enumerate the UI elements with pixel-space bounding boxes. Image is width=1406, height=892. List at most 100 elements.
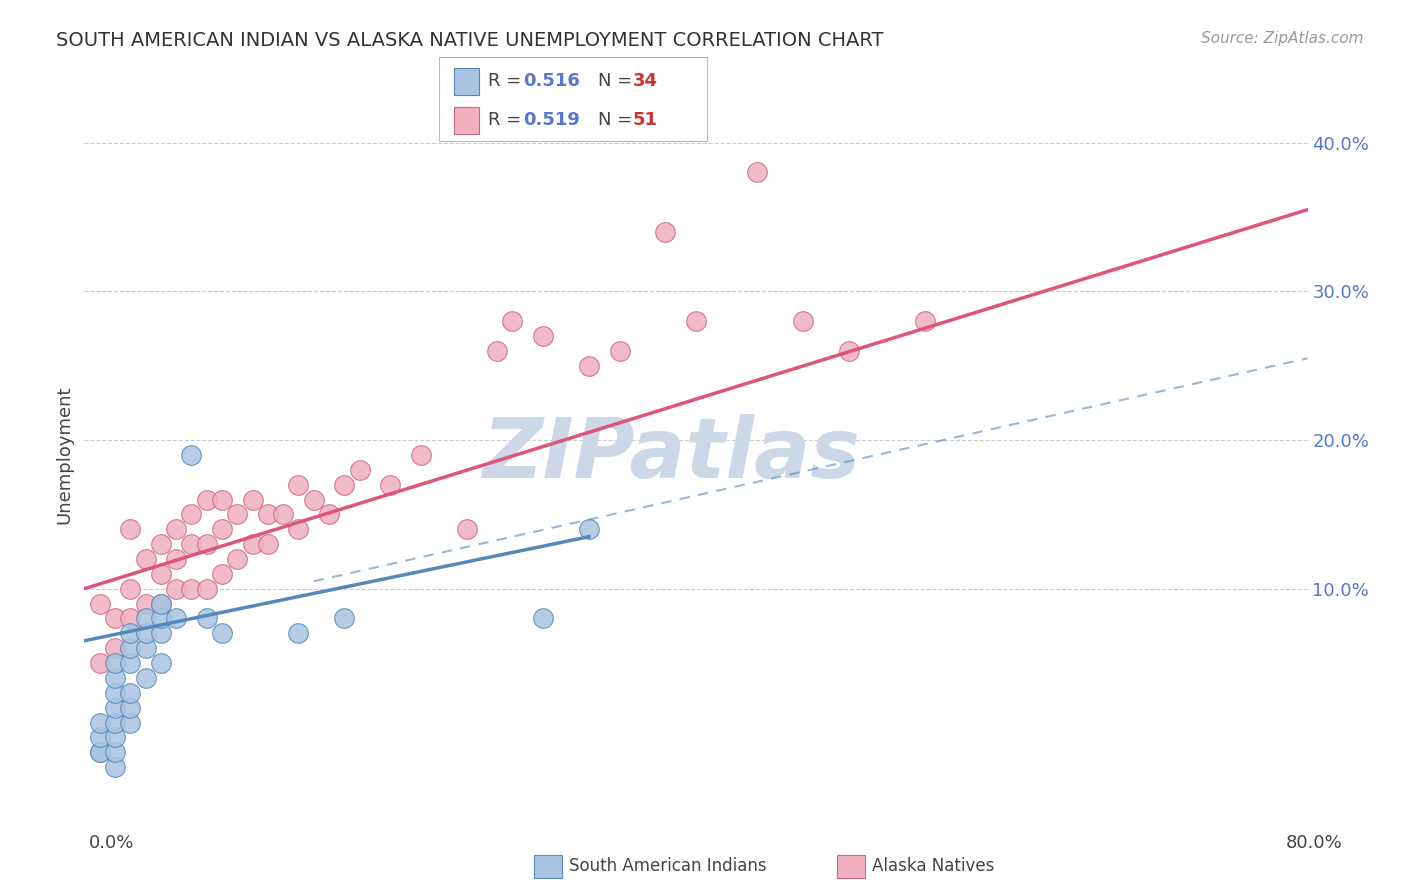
Text: SOUTH AMERICAN INDIAN VS ALASKA NATIVE UNEMPLOYMENT CORRELATION CHART: SOUTH AMERICAN INDIAN VS ALASKA NATIVE U… [56,31,884,50]
Point [578,359,600,373]
Point [838,343,860,358]
Point [104,745,127,759]
Text: R =: R = [488,71,527,89]
Point [531,329,554,343]
Text: 51: 51 [633,111,658,128]
Point [120,656,142,670]
Point [211,522,233,536]
Point [104,671,127,685]
Text: 80.0%: 80.0% [1286,834,1343,852]
Point [120,700,142,714]
Point [135,611,157,625]
Point [104,731,127,745]
Point [287,626,309,640]
Point [104,760,127,774]
Point [654,225,676,239]
Point [211,626,233,640]
Point [135,641,157,656]
Text: ZIPatlas: ZIPatlas [482,415,860,495]
Point [89,745,111,759]
Point [271,508,294,522]
Point [226,508,249,522]
Point [257,508,280,522]
Point [149,656,172,670]
Point [165,611,187,625]
Point [149,597,172,611]
Point [120,522,142,536]
Text: 0.0%: 0.0% [89,834,134,852]
Point [609,343,631,358]
Point [165,522,187,536]
Point [195,537,218,551]
Point [333,611,356,625]
Point [578,522,600,536]
Point [195,582,218,596]
Point [104,700,127,714]
Point [135,597,157,611]
Point [149,597,172,611]
Point [104,656,127,670]
Point [120,611,142,625]
Point [104,641,127,656]
Point [226,552,249,566]
Point [89,715,111,730]
Point [349,463,371,477]
Point [89,656,111,670]
Point [456,522,478,536]
Point [120,582,142,596]
Y-axis label: Unemployment: Unemployment [55,385,73,524]
Point [149,566,172,581]
Point [104,611,127,625]
Point [502,314,524,328]
Point [242,537,264,551]
Point [89,745,111,759]
Point [89,731,111,745]
Text: 34: 34 [633,71,658,89]
Point [120,686,142,700]
Point [380,477,402,491]
Point [180,508,202,522]
Point [195,611,218,625]
Point [180,448,202,462]
Point [333,477,356,491]
Point [149,611,172,625]
Point [120,715,142,730]
Point [211,566,233,581]
Point [120,641,142,656]
Point [149,626,172,640]
Text: R =: R = [488,111,527,128]
Point [318,508,340,522]
Point [287,477,309,491]
Text: Source: ZipAtlas.com: Source: ZipAtlas.com [1201,31,1364,46]
Point [104,715,127,730]
Point [242,492,264,507]
Point [685,314,707,328]
Point [180,582,202,596]
Point [287,522,309,536]
Point [89,597,111,611]
Point [195,492,218,507]
Text: N =: N = [598,71,637,89]
Point [409,448,432,462]
Point [531,611,554,625]
Point [165,552,187,566]
Point [914,314,936,328]
Point [257,537,280,551]
Text: N =: N = [598,111,637,128]
Text: 0.519: 0.519 [523,111,579,128]
Text: Alaska Natives: Alaska Natives [872,857,994,875]
Point [180,537,202,551]
Point [747,165,769,179]
Point [135,626,157,640]
Point [135,671,157,685]
Point [165,582,187,596]
Point [135,552,157,566]
Point [104,686,127,700]
Point [792,314,814,328]
Point [120,626,142,640]
Point [149,537,172,551]
Text: South American Indians: South American Indians [569,857,768,875]
Point [211,492,233,507]
Text: 0.516: 0.516 [523,71,579,89]
Point [486,343,509,358]
